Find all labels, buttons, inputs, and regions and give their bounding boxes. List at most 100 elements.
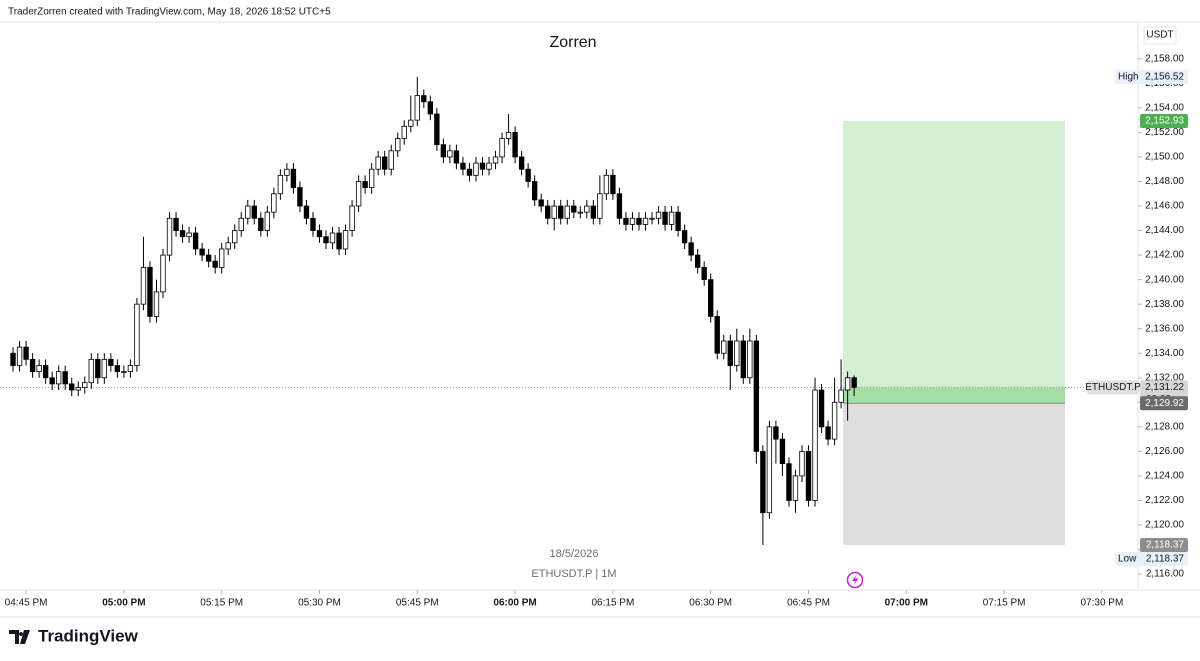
candle-body bbox=[851, 377, 857, 388]
candle-body bbox=[219, 248, 225, 268]
y-tick-label: 2,154.00 bbox=[1145, 103, 1184, 114]
x-tick-label: 05:30 PM bbox=[298, 598, 341, 609]
candle-body bbox=[753, 340, 760, 452]
candle-body bbox=[56, 371, 62, 385]
candle-body bbox=[368, 168, 375, 189]
candle-body bbox=[434, 113, 440, 146]
candle-body bbox=[232, 230, 238, 244]
high-marker-box bbox=[1115, 69, 1188, 84]
y-tick-label: 2,142.00 bbox=[1145, 250, 1184, 261]
candle-body bbox=[101, 358, 108, 379]
header: TraderZorren created with TradingView.co… bbox=[8, 7, 331, 18]
chart-title: Zorren bbox=[549, 34, 596, 51]
candle-body bbox=[166, 217, 173, 256]
candle-body bbox=[42, 365, 49, 379]
candle-body bbox=[668, 211, 675, 225]
candle-body bbox=[290, 168, 297, 189]
stop-label-box bbox=[1140, 537, 1188, 552]
candle-body bbox=[616, 193, 623, 219]
y-tick-label: 2,140.00 bbox=[1145, 274, 1184, 285]
candle-body bbox=[545, 205, 551, 219]
candle-body bbox=[844, 377, 851, 391]
candle-body bbox=[571, 205, 577, 213]
entry-label-box bbox=[1140, 396, 1188, 411]
candle-body bbox=[297, 187, 303, 207]
candle-body bbox=[786, 463, 792, 501]
candle-body bbox=[271, 193, 277, 213]
y-tick-label: 2,150.00 bbox=[1145, 152, 1184, 163]
candle-body bbox=[805, 450, 812, 501]
candle-body bbox=[499, 138, 505, 158]
candle-body bbox=[342, 230, 349, 250]
currency: USDT bbox=[1146, 30, 1173, 41]
candle-body bbox=[453, 150, 460, 164]
candle-body bbox=[636, 217, 642, 225]
candle-body bbox=[140, 266, 147, 305]
x-tick-label: 04:45 PM bbox=[5, 598, 48, 609]
candle-body bbox=[721, 340, 727, 354]
x-tick-label: 05:45 PM bbox=[396, 598, 439, 609]
candle-body bbox=[518, 156, 525, 170]
candle-body bbox=[512, 132, 518, 158]
candle-body bbox=[655, 211, 662, 219]
candle-body bbox=[134, 303, 140, 366]
candle-body bbox=[427, 101, 434, 115]
candle-body bbox=[251, 205, 257, 219]
logo bbox=[9, 630, 30, 644]
candle-body bbox=[466, 168, 473, 176]
candle-body bbox=[812, 389, 818, 501]
candle-body bbox=[551, 205, 557, 219]
candle-body bbox=[675, 211, 681, 231]
candle-body bbox=[316, 230, 323, 238]
position-loss-zone bbox=[843, 403, 1065, 545]
candle-body bbox=[838, 389, 844, 403]
candle-body bbox=[681, 230, 688, 244]
candle-body bbox=[773, 426, 779, 440]
candle-body bbox=[199, 248, 205, 256]
candle-body bbox=[479, 162, 486, 170]
watermark-date: 18/5/2026 bbox=[550, 548, 599, 560]
target-label: 2,152.93 bbox=[1145, 116, 1184, 127]
low-marker-box bbox=[1115, 551, 1188, 566]
last-price-symbol: ETHUSDT.P bbox=[1085, 382, 1141, 393]
candle-body bbox=[375, 156, 381, 170]
candle-body bbox=[779, 438, 786, 465]
candle-body bbox=[538, 199, 544, 207]
x-tick-label: 07:30 PM bbox=[1081, 598, 1124, 609]
candle-body bbox=[127, 365, 134, 373]
candle-body bbox=[36, 365, 42, 373]
candle-body bbox=[323, 236, 329, 244]
candle-body bbox=[362, 181, 368, 189]
candle-body bbox=[447, 150, 453, 158]
candle-body bbox=[355, 181, 362, 207]
stop-label: 2,118.37 bbox=[1146, 540, 1185, 551]
candle-body bbox=[558, 205, 564, 219]
candle-body bbox=[153, 291, 160, 317]
candle-body bbox=[179, 230, 186, 238]
candle-body bbox=[108, 358, 114, 366]
candle-body bbox=[714, 316, 720, 354]
candle-body bbox=[225, 242, 231, 250]
candle-body bbox=[88, 358, 94, 384]
candle-body bbox=[766, 426, 773, 514]
candle-body bbox=[82, 382, 88, 388]
candle-body bbox=[212, 260, 218, 268]
y-tick-label: 2,134.00 bbox=[1145, 348, 1184, 359]
x-tick-label: 07:00 PM bbox=[885, 598, 928, 609]
candle-body bbox=[121, 371, 127, 374]
candle-body bbox=[577, 211, 583, 214]
candle-body bbox=[747, 340, 753, 379]
candle-body bbox=[642, 217, 649, 225]
candle-body bbox=[590, 205, 597, 219]
candle-body bbox=[760, 450, 766, 514]
candle-body bbox=[75, 387, 81, 391]
candle-body bbox=[825, 426, 831, 440]
logo-text: TradingView bbox=[38, 626, 139, 645]
high-marker-name: High bbox=[1118, 72, 1139, 83]
high-marker-label: 2,156.52 bbox=[1145, 72, 1184, 83]
candle-body bbox=[525, 168, 531, 182]
candle-body bbox=[349, 205, 355, 231]
candle-body bbox=[486, 162, 492, 170]
candle-body bbox=[701, 266, 707, 281]
